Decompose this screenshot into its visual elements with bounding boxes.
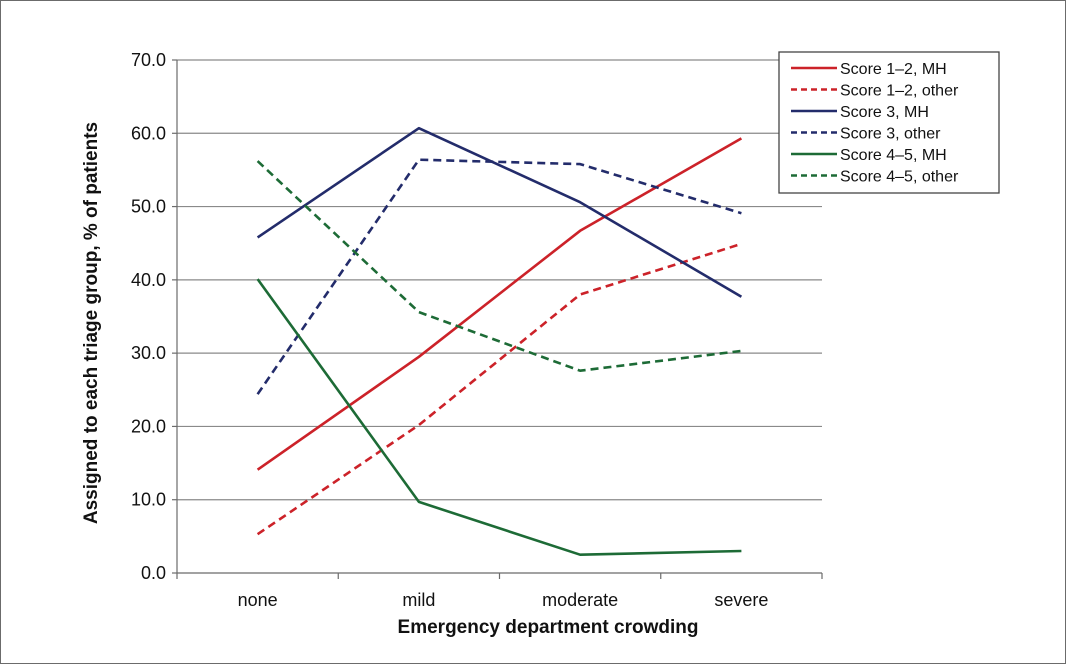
gridlines [177,59,822,501]
y-tick-label: 60.0 [131,123,166,143]
legend-label: Score 3, MH [840,104,929,121]
legend-label: Score 1–2, MH [840,61,947,78]
legend-label: Score 1–2, other [840,83,959,100]
series-line [256,126,743,298]
legend-box [778,51,1000,194]
series-line [256,160,742,373]
y-tick-label: 30.0 [131,343,166,363]
legend-label: Score 4–5, MH [840,147,947,164]
y-tick-label: 50.0 [131,197,166,217]
series-line [256,137,743,471]
series-lines [256,126,743,557]
legend: Score 1–2, MH Score 1–2, other Score 3, MH… [778,51,1000,194]
series-line [256,158,742,395]
y-tick-label: 70.0 [131,50,166,70]
legend-label: Score 4–5, other [840,169,959,186]
x-tick-label: mild [402,590,435,610]
y-axis-title: Assigned to each triage group, % of pati… [81,122,102,524]
y-tick-label: 40.0 [131,270,166,290]
x-tick-label: moderate [542,590,618,610]
x-tick-label: severe [714,590,768,610]
series-line [256,242,742,536]
y-tick-label: 20.0 [131,416,166,436]
y-tick-label: 0.0 [141,563,166,583]
series-line [256,278,742,557]
x-tick-label: none [238,590,278,610]
x-tick-labels: none mild moderate severe [238,590,769,610]
y-tick-labels: 0.0 10.0 20.0 30.0 40.0 50.0 60.0 70.0 [131,50,166,583]
axes [172,59,823,579]
legend-label: Score 3, other [840,126,941,143]
y-tick-label: 10.0 [131,490,166,510]
x-axis-title: Emergency department crowding [398,617,699,638]
